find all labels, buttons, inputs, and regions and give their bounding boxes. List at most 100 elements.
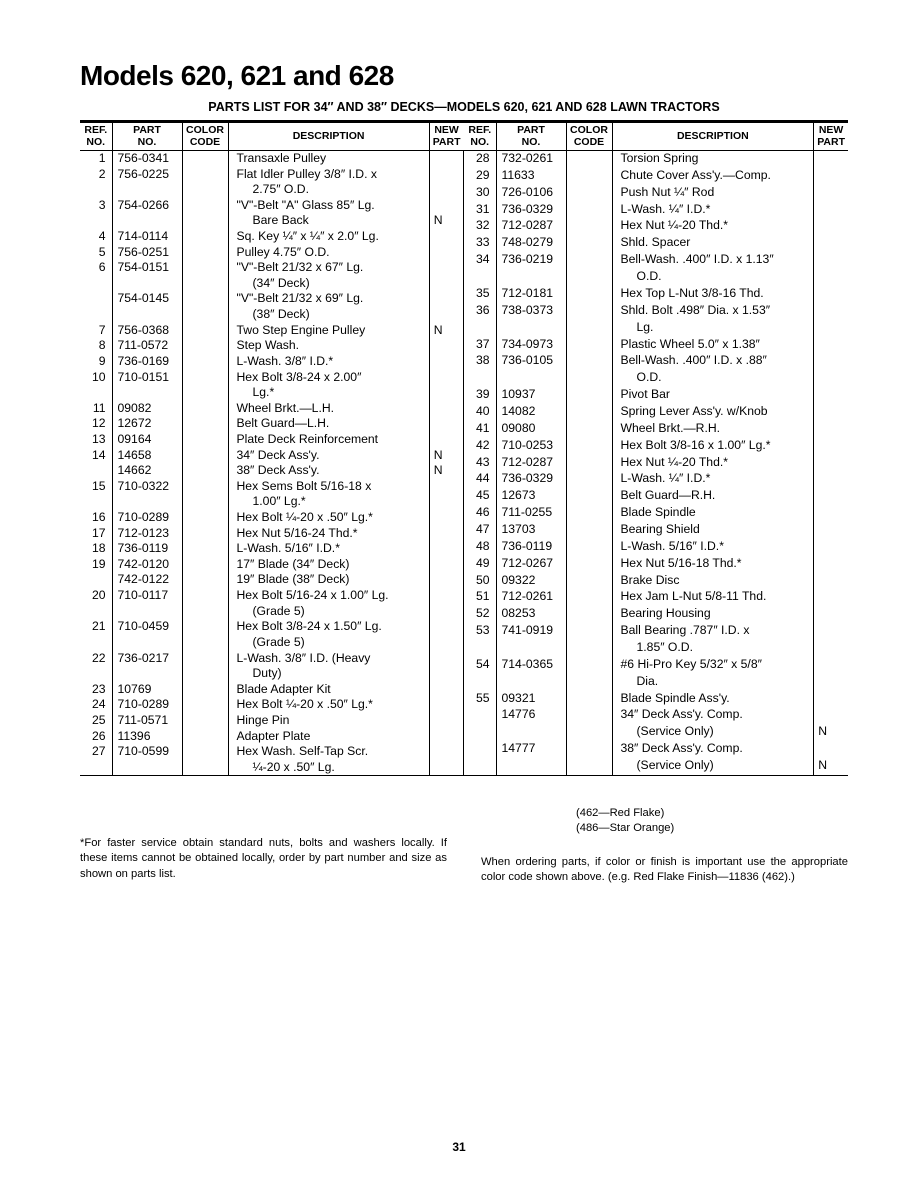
cell-desc: O.D. — [612, 370, 814, 387]
cell-color — [182, 635, 228, 651]
cell-part: 754-0266 — [112, 198, 182, 214]
cell-color — [182, 494, 228, 510]
cell-ref: 46 — [464, 505, 496, 522]
cell-ref: 3 — [80, 198, 112, 214]
cell-desc: Hex Nut ¼-20 Thd.* — [612, 218, 814, 235]
cell-color — [566, 488, 612, 505]
cell-ref: 49 — [464, 556, 496, 573]
table-row: 30726-0106Push Nut ¼″ Rod — [464, 185, 848, 202]
cell-desc: Hex Bolt 3/8-16 x 1.00″ Lg.* — [612, 438, 814, 455]
table-row: Lg.* — [80, 385, 464, 401]
cell-color — [566, 758, 612, 775]
cell-new — [814, 488, 848, 505]
cell-desc: Plastic Wheel 5.0″ x 1.38″ — [612, 337, 814, 354]
cell-desc: Hex Sems Bolt 5/16-18 x — [228, 479, 429, 495]
cell-desc: Bell-Wash. .400″ I.D. x .88″ — [612, 353, 814, 370]
cell-new — [814, 539, 848, 556]
cell-new — [429, 385, 463, 401]
cell-desc: Hex Bolt 3/8-24 x 1.50″ Lg. — [228, 619, 429, 635]
cell-ref: 34 — [464, 252, 496, 269]
cell-part: 14082 — [496, 404, 566, 421]
cell-ref — [464, 640, 496, 657]
col-color: COLORCODE — [182, 123, 228, 151]
cell-color — [566, 606, 612, 623]
cell-part: 736-0329 — [496, 471, 566, 488]
table-row: 17712-0123Hex Nut 5/16-24 Thd.* — [80, 526, 464, 542]
table-row: 34736-0219Bell-Wash. .400″ I.D. x 1.13″ — [464, 252, 848, 269]
cell-desc: Plate Deck Reinforcement — [228, 432, 429, 448]
cell-color — [566, 573, 612, 590]
cell-new — [814, 421, 848, 438]
cell-desc: 1.00″ Lg.* — [228, 494, 429, 510]
cell-color — [566, 707, 612, 724]
cell-ref: 29 — [464, 168, 496, 185]
table-row: 8711-0572Step Wash. — [80, 338, 464, 354]
cell-color — [566, 657, 612, 674]
cell-new — [429, 151, 463, 167]
table-row: Dia. — [464, 674, 848, 691]
cell-part — [496, 370, 566, 387]
cell-ref: 33 — [464, 235, 496, 252]
cell-ref: 53 — [464, 623, 496, 640]
cell-color — [566, 556, 612, 573]
cell-desc: Step Wash. — [228, 338, 429, 354]
cell-desc: Hex Wash. Self-Tap Scr. — [228, 744, 429, 760]
cell-color — [182, 526, 228, 542]
cell-desc: L-Wash. 5/16″ I.D.* — [612, 539, 814, 556]
cell-part: 712-0261 — [496, 589, 566, 606]
table-row: 38736-0105Bell-Wash. .400″ I.D. x .88″ — [464, 353, 848, 370]
cell-desc: Bearing Housing — [612, 606, 814, 623]
cell-color — [182, 229, 228, 245]
table-row: Bare BackN — [80, 213, 464, 229]
cell-part — [496, 724, 566, 741]
cell-new — [429, 572, 463, 588]
table-row: 48736-0119L-Wash. 5/16″ I.D.* — [464, 539, 848, 556]
table-row: 46711-0255Blade Spindle — [464, 505, 848, 522]
cell-part: 09321 — [496, 691, 566, 708]
cell-part: 12673 — [496, 488, 566, 505]
cell-ref: 28 — [464, 151, 496, 168]
table-row: 1.00″ Lg.* — [80, 494, 464, 510]
cell-part: 748-0279 — [496, 235, 566, 252]
cell-part: 14662 — [112, 463, 182, 479]
cell-color — [182, 245, 228, 261]
subtitle: PARTS LIST FOR 34″ AND 38″ DECKS—MODELS … — [80, 100, 848, 114]
cell-new — [814, 522, 848, 539]
table-row: 15710-0322Hex Sems Bolt 5/16-18 x — [80, 479, 464, 495]
cell-ref: 32 — [464, 218, 496, 235]
cell-new — [429, 338, 463, 354]
table-row: (38″ Deck) — [80, 307, 464, 323]
cell-desc: Hex Top L-Nut 3/8-16 Thd. — [612, 286, 814, 303]
cell-new — [429, 666, 463, 682]
cell-color — [566, 337, 612, 354]
cell-desc: Sq. Key ¼″ x ¼″ x 2.0″ Lg. — [228, 229, 429, 245]
cell-part: 09082 — [112, 401, 182, 417]
cell-desc: Blade Adapter Kit — [228, 682, 429, 698]
cell-part — [112, 604, 182, 620]
table-row: 742-012219″ Blade (38″ Deck) — [80, 572, 464, 588]
cell-ref: 8 — [80, 338, 112, 354]
cell-part: 754-0151 — [112, 260, 182, 276]
cell-part: 712-0181 — [496, 286, 566, 303]
cell-part — [112, 494, 182, 510]
table-row: 141465834″ Deck Ass'y.N — [80, 448, 464, 464]
cell-new — [814, 606, 848, 623]
cell-part — [496, 640, 566, 657]
table-row: 1477634″ Deck Ass'y. Comp. — [464, 707, 848, 724]
cell-part — [496, 269, 566, 286]
cell-desc: Bare Back — [228, 213, 429, 229]
cell-color — [182, 167, 228, 183]
cell-ref — [80, 182, 112, 198]
cell-color — [566, 589, 612, 606]
cell-new — [814, 370, 848, 387]
cell-new — [814, 471, 848, 488]
cell-ref: 10 — [80, 370, 112, 386]
cell-color — [182, 588, 228, 604]
cell-part: 756-0341 — [112, 151, 182, 167]
cell-color — [566, 404, 612, 421]
table-row: 5208253Bearing Housing — [464, 606, 848, 623]
cell-ref: 18 — [80, 541, 112, 557]
cell-new — [814, 438, 848, 455]
table-row: 5009322Brake Disc — [464, 573, 848, 590]
cell-color — [182, 276, 228, 292]
